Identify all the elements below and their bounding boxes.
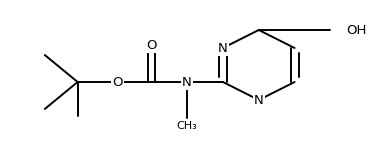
Text: O: O — [146, 39, 157, 51]
Text: N: N — [254, 94, 264, 107]
Text: CH₃: CH₃ — [177, 121, 198, 131]
Text: O: O — [112, 75, 123, 89]
Text: OH: OH — [346, 24, 367, 37]
Text: N: N — [182, 75, 192, 89]
Text: N: N — [218, 42, 228, 54]
